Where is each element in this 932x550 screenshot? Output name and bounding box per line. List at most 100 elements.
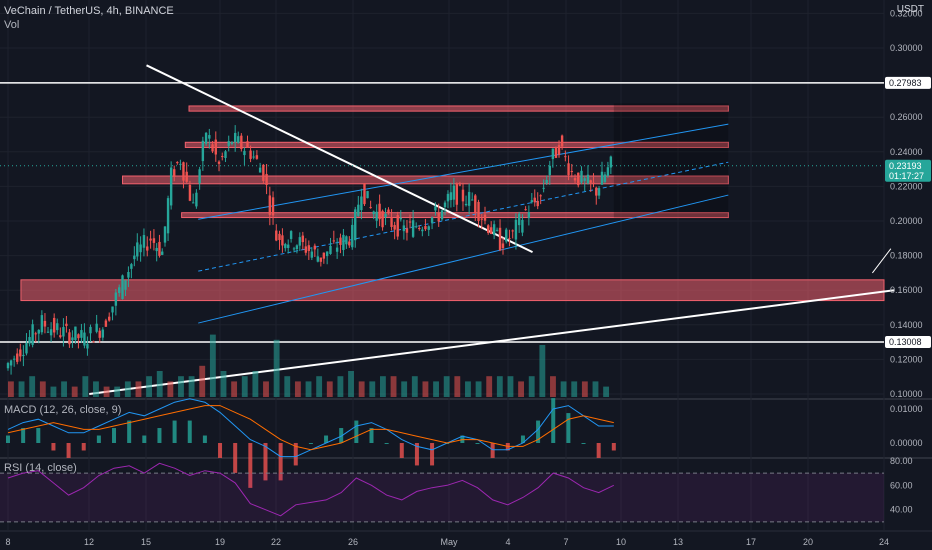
lower-line-tag: 0.13008 [889, 337, 922, 347]
macd-histogram-bar [611, 443, 616, 451]
volume-bar [433, 381, 439, 397]
candle-body [233, 132, 237, 143]
macd-histogram-bar [536, 420, 541, 443]
macd-histogram-bar [142, 435, 147, 443]
candle-body [405, 228, 409, 233]
candle-body [108, 316, 111, 321]
resistance-zone [122, 175, 729, 185]
candle-body [363, 183, 366, 205]
x-tick-label: 12 [84, 537, 94, 547]
candle-body [31, 324, 34, 345]
candle-body [430, 217, 434, 223]
chart-grid [0, 0, 932, 532]
candle-body [411, 220, 415, 237]
macd-legend[interactable]: MACD (12, 26, close, 9) [4, 404, 122, 416]
candle-body [335, 247, 339, 252]
volume-bar [326, 381, 333, 397]
volume-bar [592, 381, 599, 397]
candle-body [191, 202, 195, 204]
symbol-title[interactable]: VeChain / TetherUS, 4h, BINANCE [4, 5, 174, 17]
candle-body [127, 271, 130, 278]
candle-body [505, 229, 508, 242]
candle-body [536, 200, 539, 207]
candle-body [16, 353, 19, 362]
candle-body [487, 225, 490, 233]
rsi-pane[interactable] [0, 462, 884, 523]
volume-legend[interactable]: Vol [4, 19, 20, 31]
trend-drawings[interactable] [0, 64, 895, 395]
candle-body [204, 132, 208, 144]
volume-bar [486, 376, 493, 397]
candle-body [589, 180, 592, 183]
candle-body [152, 238, 156, 243]
volume-bar [50, 386, 57, 397]
candle-body [492, 224, 496, 235]
candle-body [37, 329, 40, 334]
candle-body [464, 203, 468, 206]
resistance-zones[interactable] [20, 103, 885, 302]
rsi-legend[interactable]: RSI (14, close) [4, 462, 77, 474]
rsi-tick-label: 60.00 [890, 480, 913, 490]
candle-body [80, 330, 83, 338]
candle-body [542, 187, 545, 189]
volume-bar [571, 381, 578, 397]
volume-bar [146, 376, 153, 397]
last-price-tag: 0.23193 [889, 161, 922, 171]
volume-bar [443, 376, 450, 397]
candle-body [139, 244, 142, 253]
candle-body [158, 241, 161, 256]
candle-body [319, 257, 323, 262]
candle-body [179, 163, 182, 165]
volume-bar [231, 381, 238, 397]
volume-bar [475, 381, 482, 397]
candle-body [354, 209, 357, 241]
macd-histogram-bar [218, 443, 223, 458]
volume-bar [528, 376, 535, 397]
volume-bar [188, 376, 195, 397]
candle-body [402, 225, 406, 232]
macd-histogram-bar [581, 443, 586, 444]
candle-body [586, 174, 590, 184]
price-axis[interactable]: 0.320000.300000.280000.260000.240000.220… [885, 8, 931, 515]
x-tick-label: 7 [563, 537, 568, 547]
volume-bar [348, 371, 354, 397]
x-tick-label: 17 [746, 537, 756, 547]
candle-body [198, 169, 201, 184]
time-axis[interactable]: 8 12 15 19 22 26 May 4 7 10 13 17 20 24 [5, 537, 889, 547]
candle-body [322, 252, 326, 259]
volume-bar [199, 365, 206, 397]
candle-body [567, 163, 570, 176]
candle-body [292, 248, 296, 250]
candle-body [332, 240, 336, 242]
candle-body [600, 171, 604, 185]
volume-bar [539, 345, 546, 397]
candle-body [68, 332, 71, 345]
candle-body [176, 162, 179, 164]
y-tick-label: 0.10000 [890, 389, 923, 399]
volume-bar [496, 376, 503, 397]
macd-pane[interactable] [6, 398, 616, 488]
macd-histogram-bar [339, 428, 344, 443]
candle-body [564, 156, 567, 158]
candle-body [399, 217, 402, 220]
candle-body [163, 226, 167, 243]
price-candles[interactable] [6, 125, 613, 375]
x-tick-label: 20 [803, 537, 813, 547]
candle-body [609, 156, 613, 168]
candle-body [452, 185, 456, 200]
signal-line [7, 405, 614, 451]
candle-body [19, 349, 22, 357]
candle-body [408, 221, 412, 223]
volume-bar [465, 381, 471, 397]
descending-trendline [146, 64, 533, 254]
candle-body [443, 202, 447, 208]
candle-body [471, 199, 474, 201]
candle-body [155, 247, 158, 252]
candle-body [345, 236, 348, 245]
channel-lower-line [198, 194, 729, 324]
volume-bar [39, 381, 46, 397]
volume-bar [316, 376, 323, 397]
macd-histogram-bar [81, 443, 86, 451]
candle-body [557, 145, 561, 155]
